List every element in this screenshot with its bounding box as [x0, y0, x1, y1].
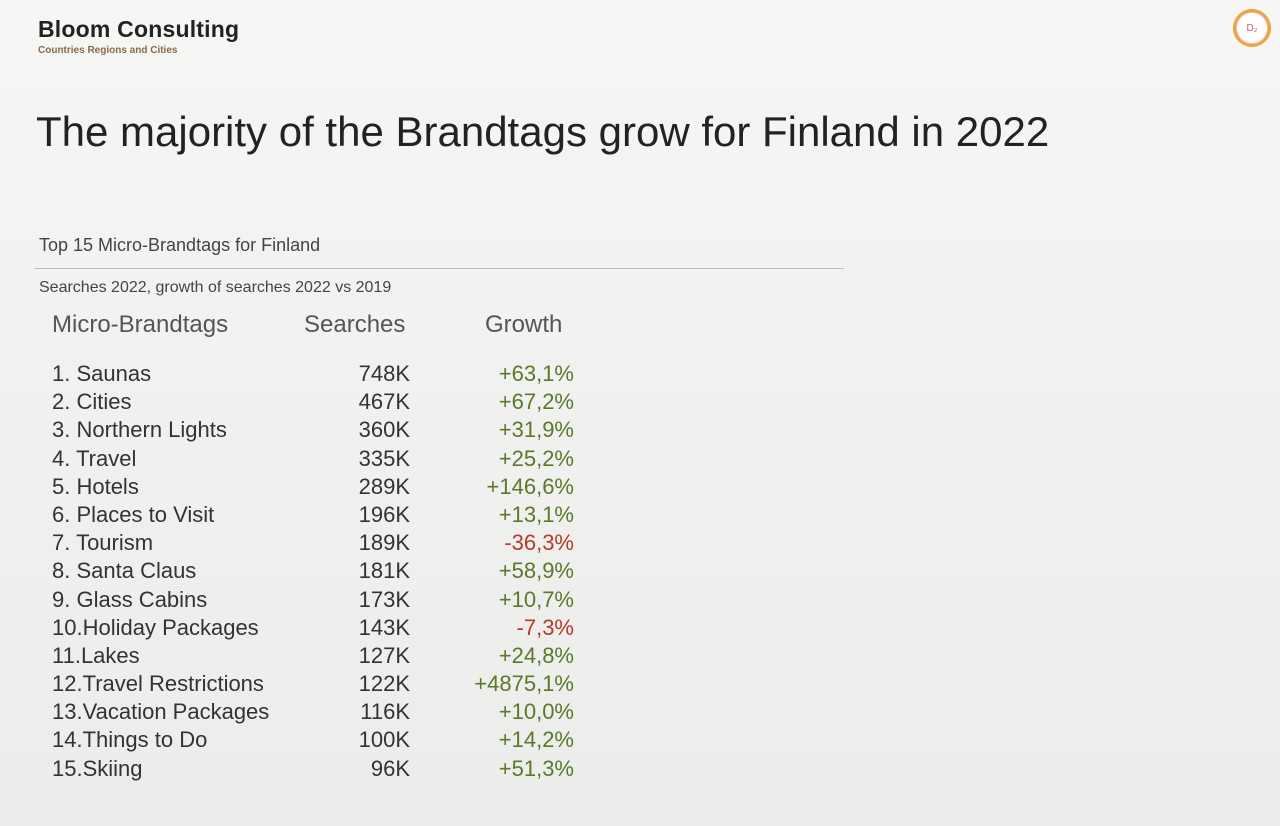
cell-growth: +10,7%	[498, 586, 574, 612]
cell-searches: 196K	[358, 501, 410, 527]
cell-searches: 143K	[358, 614, 410, 640]
cell-searches: 467K	[358, 389, 410, 415]
column-header-growth: Growth	[485, 311, 563, 338]
cell-growth: +13,1%	[498, 501, 574, 527]
cell-growth: +24,8%	[498, 642, 574, 668]
cell-growth: +4875,1%	[474, 671, 574, 697]
table-row: 1. Saunas 748K +63,1%	[0, 360, 700, 388]
cell-brandtag-name: 15.Skiing	[52, 755, 143, 781]
cell-searches: 173K	[358, 586, 410, 612]
cell-searches: 289K	[358, 473, 410, 499]
logo-badge-icon: D₂	[1233, 9, 1271, 47]
table-row: 10.Holiday Packages 143K -7,3%	[0, 614, 700, 642]
cell-searches: 360K	[358, 417, 410, 443]
cell-brandtag-name: 3. Northern Lights	[52, 417, 227, 443]
cell-growth: +25,2%	[498, 445, 574, 471]
cell-searches: 189K	[358, 530, 410, 556]
table-row: 3. Northern Lights 360K +31,9%	[0, 416, 700, 444]
cell-searches: 748K	[358, 361, 410, 386]
cell-growth: -7,3%	[516, 614, 574, 640]
table-row: 5. Hotels 289K +146,6%	[0, 473, 700, 501]
cell-searches: 116K	[360, 699, 410, 725]
brand-block: Bloom Consulting Countries Regions and C…	[38, 16, 239, 56]
page-title: The majority of the Brandtags grow for F…	[36, 108, 1050, 155]
cell-brandtag-name: 6. Places to Visit	[52, 501, 215, 527]
cell-brandtag-name: 1. Saunas	[52, 361, 152, 386]
cell-brandtag-name: 13.Vacation Packages	[52, 699, 270, 725]
cell-growth: +51,3%	[498, 755, 574, 781]
cell-growth: +10,0%	[498, 699, 574, 725]
table-row: 4. Travel 335K +25,2%	[0, 445, 700, 473]
cell-brandtag-name: 4. Travel	[52, 445, 137, 471]
cell-brandtag-name: 9. Glass Cabins	[52, 586, 208, 612]
table-row: 7. Tourism 189K -36,3%	[0, 529, 700, 557]
cell-growth: +58,9%	[498, 558, 574, 584]
table-subtitle: Searches 2022, growth of searches 2022 v…	[39, 279, 392, 296]
cell-searches: 335K	[358, 445, 410, 471]
table-row: 11.Lakes 127K +24,8%	[0, 642, 700, 670]
cell-brandtag-name: 8. Santa Claus	[52, 558, 197, 584]
cell-brandtag-name: 5. Hotels	[52, 473, 139, 499]
table-row: 9. Glass Cabins 173K +10,7%	[0, 586, 700, 614]
cell-growth: +67,2%	[498, 389, 574, 415]
brand-subtitle: Countries Regions and Cities	[38, 45, 178, 56]
table-divider	[34, 268, 844, 269]
cell-growth: +146,6%	[486, 473, 574, 499]
table-row: 6. Places to Visit 196K +13,1%	[0, 501, 700, 529]
column-header-searches: Searches	[304, 311, 406, 338]
table-row: 8. Santa Claus 181K +58,9%	[0, 557, 700, 585]
cell-searches: 96K	[370, 755, 410, 781]
cell-searches: 181K	[358, 558, 410, 584]
column-header-micro-brandtags: Micro-Brandtags	[52, 311, 229, 338]
brandtag-table-body: 1. Saunas 748K +63,1% 2. Cities 467K +67,2% 3.…	[0, 360, 700, 783]
table-row: 15.Skiing 96K +51,3%	[0, 755, 700, 783]
cell-growth: +14,2%	[498, 727, 574, 753]
cell-brandtag-name: 10.Holiday Packages	[52, 614, 259, 640]
table-row: 12.Travel Restrictions 122K +4875,1%	[0, 670, 700, 698]
table-title: Top 15 Micro-Brandtags for Finland	[39, 235, 321, 255]
cell-brandtag-name: 14.Things to Do	[52, 727, 208, 753]
cell-growth: +63,1%	[498, 361, 574, 386]
cell-searches: 127K	[358, 642, 410, 668]
table-row: 2. Cities 467K +67,2%	[0, 388, 700, 416]
cell-searches: 122K	[358, 671, 410, 697]
cell-brandtag-name: 11.Lakes	[52, 642, 140, 668]
cell-growth: -36,3%	[504, 530, 574, 556]
cell-growth: +31,9%	[498, 417, 574, 443]
cell-brandtag-name: 7. Tourism	[52, 530, 154, 556]
cell-searches: 100K	[358, 727, 410, 753]
table-row: 14.Things to Do 100K +14,2%	[0, 726, 700, 754]
cell-brandtag-name: 2. Cities	[52, 389, 132, 415]
badge-label: D₂	[1246, 22, 1258, 34]
brand-name: Bloom Consulting	[38, 16, 240, 42]
cell-brandtag-name: 12.Travel Restrictions	[52, 671, 264, 697]
table-row: 13.Vacation Packages 116K +10,0%	[0, 698, 700, 726]
